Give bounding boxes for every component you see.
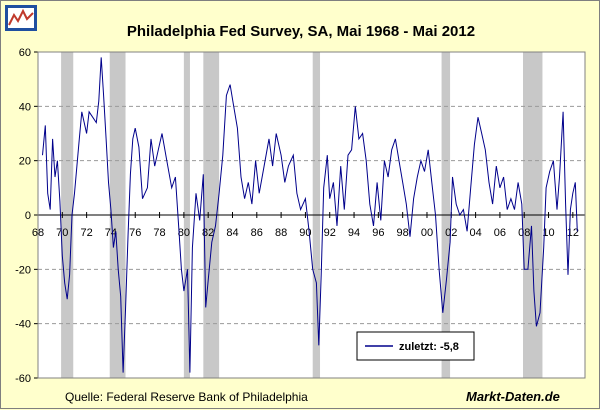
x-tick-label: 04 <box>469 227 481 239</box>
chart-source: Quelle: Federal Reserve Bank of Philadel… <box>65 390 308 404</box>
y-tick-label: -20 <box>15 264 31 276</box>
x-tick-label: 82 <box>202 227 214 239</box>
plot-border <box>37 51 586 379</box>
y-tick-label: 0 <box>25 210 31 222</box>
x-tick-label: 72 <box>80 227 92 239</box>
watermark-label: Markt-Daten.de <box>466 389 560 404</box>
x-tick-label: 70 <box>56 227 68 239</box>
x-tick-label: 76 <box>129 227 141 239</box>
x-tick-label: 94 <box>348 227 360 239</box>
legend-label: zuletzt: -5,8 <box>399 341 459 353</box>
x-tick-label: 98 <box>397 227 409 239</box>
y-tick-label: -40 <box>15 319 31 331</box>
x-tick-label: 06 <box>494 227 506 239</box>
x-tick-label: 92 <box>324 227 336 239</box>
y-tick-label: 20 <box>19 156 31 168</box>
x-tick-label: 80 <box>178 227 190 239</box>
x-tick-label: 02 <box>445 227 457 239</box>
series-line <box>42 57 578 373</box>
y-tick-label: -60 <box>15 373 31 385</box>
y-tick-label: 40 <box>19 101 31 113</box>
x-tick-label: 00 <box>421 227 433 239</box>
x-tick-label: 10 <box>542 227 554 239</box>
chart-title: Philadelphia Fed Survey, SA, Mai 1968 - … <box>126 23 476 40</box>
chart-logo-icon <box>5 5 37 31</box>
x-tick-label: 84 <box>226 227 238 239</box>
x-tick-label: 78 <box>153 227 165 239</box>
y-tick-label: 60 <box>19 47 31 59</box>
x-tick-label: 74 <box>105 227 117 239</box>
x-tick-label: 08 <box>518 227 530 239</box>
x-tick-label: 86 <box>251 227 263 239</box>
x-tick-label: 88 <box>275 227 287 239</box>
x-tick-label: 96 <box>372 227 384 239</box>
